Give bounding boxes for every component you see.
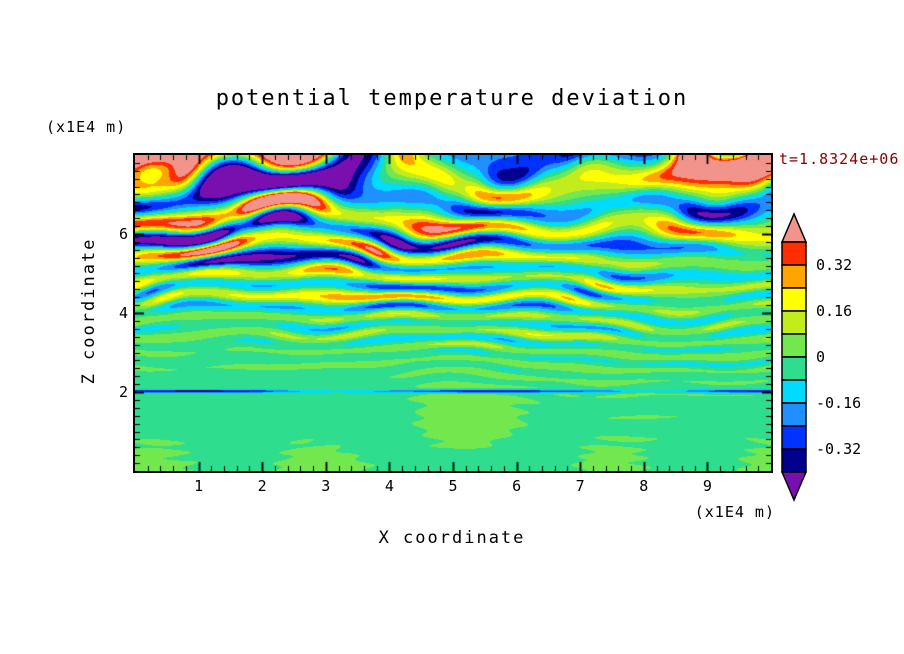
- colorbar-arrow: [780, 471, 808, 502]
- colorbar-segment: [781, 310, 807, 335]
- colorbar-segment: [781, 241, 807, 266]
- x-axis-unit-label: (x1E4 m): [694, 503, 775, 521]
- colorbar: 0.32 0.16 0 -0.16 -0.32: [778, 212, 904, 508]
- chart-title: potential temperature deviation: [215, 86, 689, 111]
- colorbar-segment: [781, 264, 807, 289]
- colorbar-tick-label: 0: [816, 348, 825, 366]
- colorbar-svg: 0.32 0.16 0 -0.16 -0.32: [780, 212, 861, 502]
- x-tick-label: 8: [639, 477, 649, 495]
- colorbar-segment: [781, 356, 807, 381]
- colorbar-arrow: [780, 212, 808, 243]
- colorbar-segment: [781, 425, 807, 450]
- colorbar-segment: [781, 402, 807, 427]
- y-tick-label: 4: [118, 304, 128, 322]
- colorbar-tick-label: 0.16: [816, 302, 852, 320]
- colorbar-tick-label: -0.16: [816, 394, 861, 412]
- x-axis-title: X coordinate: [378, 528, 526, 548]
- x-tick-label: 5: [448, 477, 458, 495]
- time-annotation: t=1.8324e+06: [779, 150, 900, 168]
- x-tick-label: 6: [512, 477, 522, 495]
- colorbar-segment: [781, 379, 807, 404]
- x-tick-label: 1: [194, 477, 204, 495]
- x-tick-label: 9: [702, 477, 712, 495]
- y-tick-labels: 2 4 6: [96, 153, 128, 473]
- colorbar-segment: [781, 448, 807, 473]
- x-tick-label: 4: [384, 477, 394, 495]
- y-tick-label: 6: [118, 225, 128, 243]
- plot-area: [133, 153, 773, 473]
- x-tick-label: 2: [257, 477, 267, 495]
- colorbar-segment: [781, 333, 807, 358]
- colorbar-segment: [781, 287, 807, 312]
- y-axis-unit-label: (x1E4 m): [46, 118, 127, 136]
- x-tick-label: 7: [575, 477, 585, 495]
- colorbar-tick-label: -0.32: [816, 440, 861, 458]
- contour-canvas: [135, 155, 771, 471]
- y-tick-label: 2: [118, 383, 128, 401]
- colorbar-tick-label: 0.32: [816, 256, 852, 274]
- x-tick-label: 3: [321, 477, 331, 495]
- x-tick-labels: 1 2 3 4 5 6 7 8 9: [133, 477, 773, 497]
